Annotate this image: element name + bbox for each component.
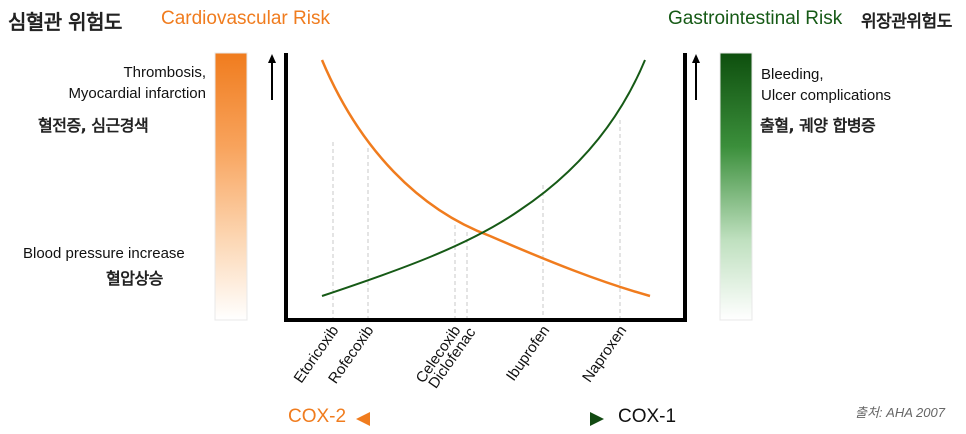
source-citation: 출처: AHA 2007 [855, 405, 945, 420]
gi-risk-curve [321, 59, 646, 297]
drug-label-ibuprofen: Ibuprofen [503, 323, 553, 385]
up-arrow-icon [268, 54, 276, 100]
cardio-risk-korean-title: 심혈관 위험도 [8, 10, 122, 34]
thrombosis-label: Thrombosis, Myocardial infarction [68, 64, 206, 102]
right-arrowhead-icon [590, 412, 604, 426]
blood-pressure-korean-label: 혈압상승 [106, 269, 163, 288]
bleeding-label: Bleeding, Ulcer complications [761, 66, 892, 104]
gi-gradient-bar [719, 52, 753, 321]
cox-selectivity-arrow [356, 412, 604, 426]
bleeding-korean-label: 출혈, 궤양 합병증 [760, 116, 876, 135]
up-arrow-icon [692, 54, 700, 100]
thrombosis-korean-label: 혈전증, 심근경색 [38, 116, 149, 135]
gi-risk-title: Gastrointestinal Risk [668, 8, 843, 29]
cox2-label: COX-2 [288, 406, 347, 427]
plot-axis-frame [284, 53, 687, 322]
cardiovascular-risk-curve [320, 59, 651, 298]
blood-pressure-label: Blood pressure increase [23, 245, 185, 262]
gi-risk-korean-title: 위장관위험도 [861, 12, 952, 32]
cardio-risk-title: Cardiovascular Risk [161, 8, 330, 29]
cox1-label: COX-1 [618, 406, 677, 427]
left-arrowhead-icon [356, 412, 370, 426]
cardio-gradient-bar [214, 52, 248, 321]
drug-label-naproxen: Naproxen [579, 323, 630, 386]
